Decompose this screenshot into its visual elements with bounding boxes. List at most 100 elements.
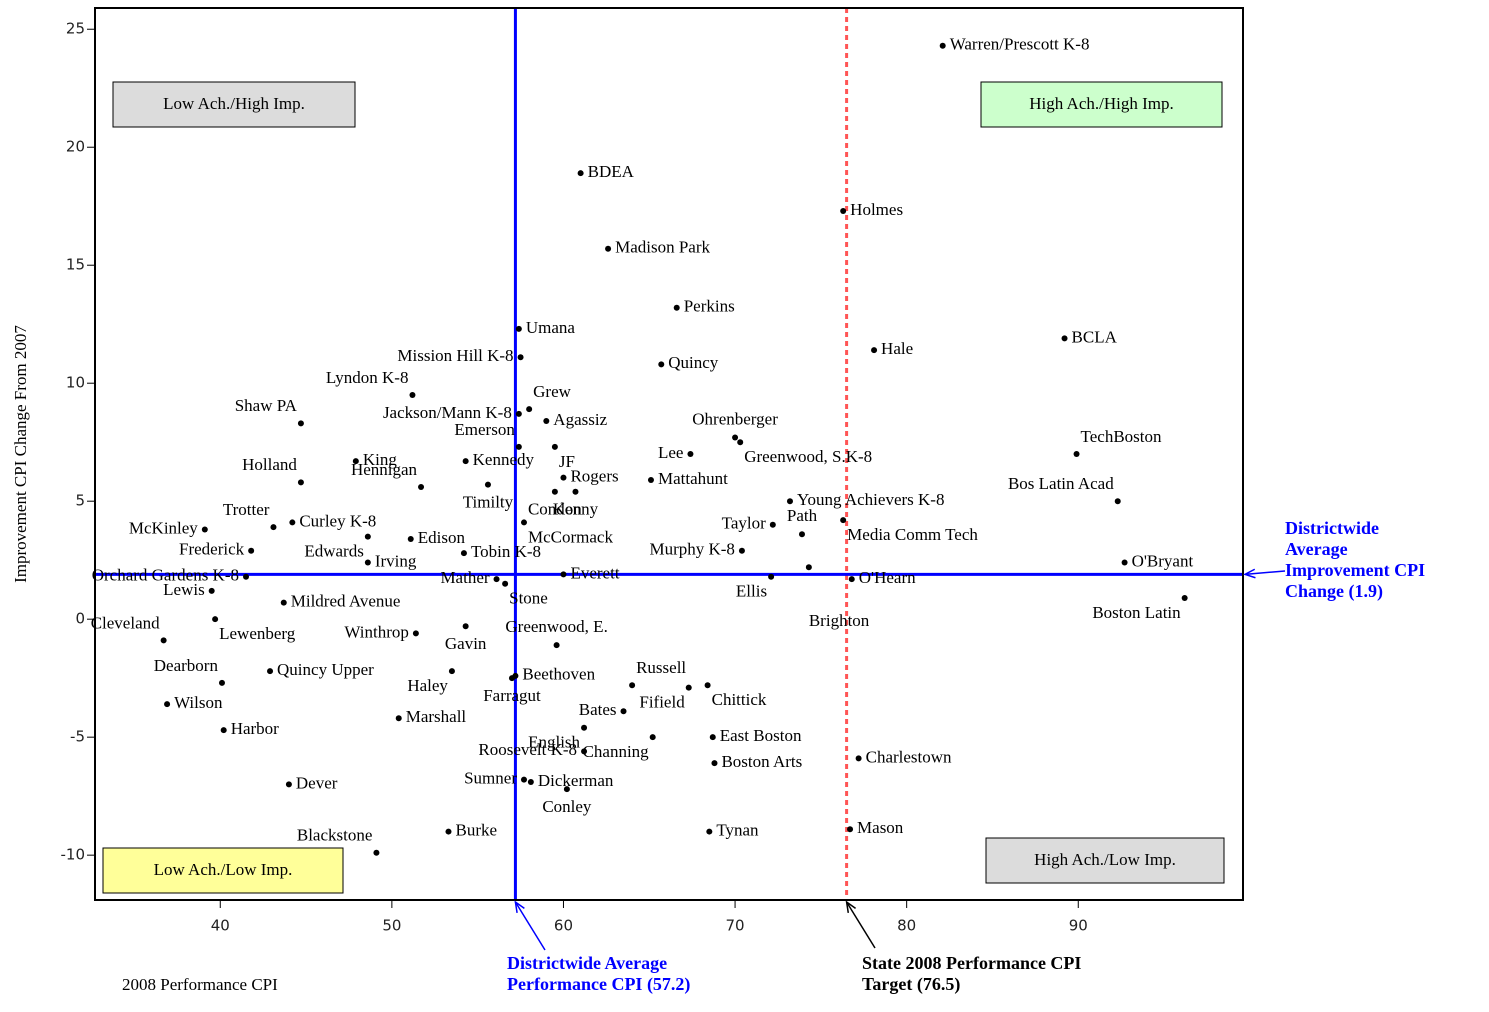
y-axis-label: Improvement CPI Change From 2007: [11, 325, 30, 583]
point: [673, 304, 680, 311]
point-label: Mason: [857, 818, 904, 837]
point-label: Tobin K-8: [471, 542, 541, 561]
point-label: Boston Latin: [1092, 603, 1181, 622]
point: [373, 849, 380, 856]
quadrant-label: High Ach./Low Imp.: [1034, 850, 1176, 869]
point: [462, 458, 469, 465]
point-label: English: [528, 733, 580, 752]
point-label: Ohrenberger: [692, 409, 778, 428]
point: [352, 458, 359, 465]
point-label: Irving: [375, 551, 417, 570]
point: [709, 734, 716, 741]
point: [581, 724, 588, 731]
point-label: Lewis: [163, 580, 205, 599]
point: [364, 559, 371, 566]
plot-frame: [94, 7, 1244, 901]
point: [855, 755, 862, 762]
y-tick-label: 15: [66, 256, 85, 274]
point-label: Marshall: [406, 707, 467, 726]
point-label: Winthrop: [344, 622, 408, 641]
point-label: Greenwood, E.: [505, 617, 607, 636]
point-label: Brighton: [809, 611, 870, 630]
point: [502, 580, 509, 587]
point: [285, 781, 292, 788]
point-label: McCormack: [528, 527, 613, 546]
point-label: Lee: [658, 443, 683, 462]
point-label: Frederick: [179, 540, 245, 559]
point: [493, 576, 500, 583]
point-label: Timilty: [463, 493, 514, 512]
y-tick-label: -5: [70, 728, 85, 746]
point-label: Roosevelt K-8: [478, 740, 577, 759]
point-label: Gavin: [445, 634, 487, 653]
point: [520, 776, 527, 783]
point-label: Cleveland: [91, 613, 160, 632]
point-label: Bates: [579, 700, 617, 719]
point-label: Madison Park: [615, 238, 710, 257]
point: [364, 533, 371, 540]
point-label: Murphy K-8: [649, 540, 734, 559]
point-label: O'Bryant: [1132, 551, 1194, 570]
annotation-arrow: [845, 901, 876, 949]
point: [629, 682, 636, 689]
point: [418, 484, 425, 491]
point-label: Dearborn: [154, 656, 219, 675]
point-label: Emerson: [454, 420, 515, 439]
point: [560, 474, 567, 481]
point-label: Mather: [440, 568, 489, 587]
point-label: Condon: [528, 500, 582, 519]
point: [517, 354, 524, 361]
quadrant-label: Low Ach./High Imp.: [163, 94, 305, 113]
point: [289, 519, 296, 526]
quadrant-box: [985, 837, 1225, 884]
point-label: Wilson: [174, 693, 223, 712]
point: [218, 679, 225, 686]
point-label: BCLA: [1072, 327, 1118, 346]
annotation-arrow: [514, 901, 546, 951]
point: [508, 675, 515, 682]
point-label: Russell: [636, 658, 686, 677]
y-tick-label: 25: [66, 20, 85, 38]
point: [164, 701, 171, 708]
point-label: Chittick: [712, 690, 767, 709]
point: [768, 573, 775, 580]
point: [297, 479, 304, 486]
point: [805, 564, 812, 571]
point-label: King: [363, 450, 398, 469]
point: [840, 207, 847, 214]
point: [395, 715, 402, 722]
point-label: BDEA: [588, 162, 635, 181]
point: [939, 42, 946, 49]
point: [280, 599, 287, 606]
point-label: Holland: [242, 455, 297, 474]
point: [297, 420, 304, 427]
annotation: State 2008 Performance CPI Target (76.5): [862, 953, 1082, 994]
point-label: Hennigan: [351, 460, 418, 479]
point: [243, 573, 250, 580]
point-label: Mission Hill K-8: [397, 346, 513, 365]
x-tick-label: 50: [382, 917, 401, 935]
quadrant-box: [102, 847, 344, 894]
point: [658, 361, 665, 368]
point: [526, 406, 533, 413]
point: [847, 826, 854, 833]
point: [647, 476, 654, 483]
point-label: Boston Arts: [721, 752, 802, 771]
point: [160, 637, 167, 644]
point-label: Bos Latin Acad: [1008, 474, 1114, 493]
point: [551, 488, 558, 495]
point-label: Shaw PA: [235, 396, 298, 415]
point: [581, 748, 588, 755]
point-label: Quincy: [668, 353, 719, 372]
point-label: Charlestown: [866, 747, 952, 766]
point: [1073, 451, 1080, 457]
point-label: Blackstone: [297, 826, 373, 845]
point-label: Hale: [881, 339, 913, 358]
point: [1181, 594, 1188, 601]
point: [1061, 335, 1068, 342]
point: [560, 571, 567, 578]
point: [208, 587, 215, 594]
x-tick-label: 70: [726, 917, 745, 935]
